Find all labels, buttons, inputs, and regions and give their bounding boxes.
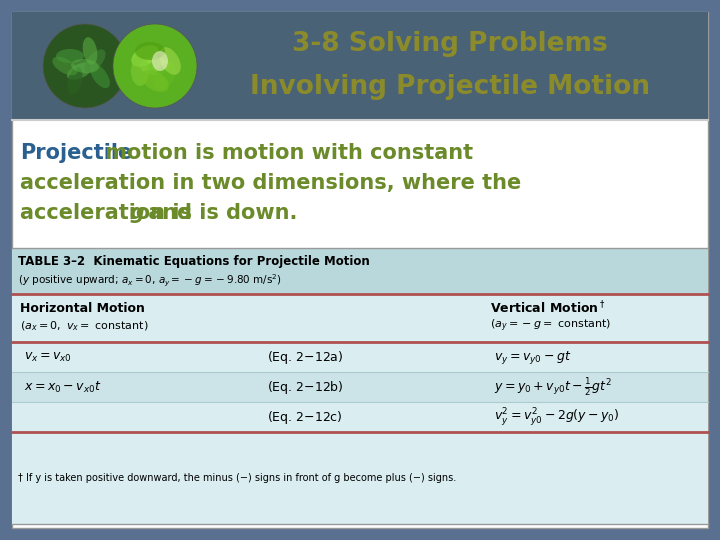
Text: (Eq. 2$-$12c): (Eq. 2$-$12c): [267, 408, 343, 426]
Ellipse shape: [83, 37, 97, 65]
Text: $y = y_0 + v_{y0}t - \frac{1}{2}gt^2$: $y = y_0 + v_{y0}t - \frac{1}{2}gt^2$: [494, 376, 612, 398]
Ellipse shape: [152, 51, 168, 71]
Text: TABLE 3–2  Kinematic Equations for Projectile Motion: TABLE 3–2 Kinematic Equations for Projec…: [18, 255, 370, 268]
Text: ($y$ positive upward; $a_x = 0$, $a_y = -g = -9.80$ m/s$^2$): ($y$ positive upward; $a_x = 0$, $a_y = …: [18, 273, 282, 289]
Ellipse shape: [135, 42, 165, 60]
Ellipse shape: [56, 49, 84, 63]
Ellipse shape: [141, 70, 168, 92]
Ellipse shape: [53, 57, 78, 75]
Text: 3-8 Solving Problems: 3-8 Solving Problems: [292, 31, 608, 57]
Text: g: g: [130, 203, 145, 223]
Circle shape: [113, 24, 197, 108]
Text: (Eq. 2$-$12a): (Eq. 2$-$12a): [267, 348, 343, 366]
Text: † If y is taken positive downward, the minus (−) signs in front of g become plus: † If y is taken positive downward, the m…: [18, 473, 456, 483]
Text: (Eq. 2$-$12b): (Eq. 2$-$12b): [266, 379, 343, 395]
Ellipse shape: [71, 59, 99, 73]
Text: Involving Projectile Motion: Involving Projectile Motion: [250, 74, 650, 100]
Text: $(a_y = -g = $ constant$)$: $(a_y = -g = $ constant$)$: [490, 318, 611, 334]
Ellipse shape: [140, 57, 170, 75]
Text: Horizontal Motion: Horizontal Motion: [20, 301, 145, 314]
Bar: [12, 372, 708, 402]
Ellipse shape: [84, 49, 105, 73]
Ellipse shape: [67, 62, 93, 80]
Text: $(a_x = 0,\ v_x = $ constant$)$: $(a_x = 0,\ v_x = $ constant$)$: [20, 319, 148, 333]
Text: Vertical Motion$^\dagger$: Vertical Motion$^\dagger$: [490, 300, 606, 316]
Ellipse shape: [131, 45, 158, 67]
Ellipse shape: [68, 68, 83, 94]
Bar: [12, 248, 708, 294]
Text: acceleration is: acceleration is: [20, 203, 199, 223]
Ellipse shape: [131, 56, 149, 86]
Text: $v_y = v_{y0} - gt$: $v_y = v_{y0} - gt$: [494, 348, 572, 366]
Text: Projectile: Projectile: [20, 143, 132, 163]
Text: $x = x_0 - v_{x0}t$: $x = x_0 - v_{x0}t$: [24, 380, 102, 395]
Bar: [12, 12, 708, 120]
Text: $v_y^2 = v_{y0}^2 - 2g(y - y_0)$: $v_y^2 = v_{y0}^2 - 2g(y - y_0)$: [494, 406, 620, 428]
Text: motion is motion with constant: motion is motion with constant: [98, 143, 473, 163]
Text: $v_x = v_{x0}$: $v_x = v_{x0}$: [24, 350, 72, 363]
Ellipse shape: [90, 64, 110, 88]
Text: and is down.: and is down.: [141, 203, 297, 223]
Ellipse shape: [159, 48, 181, 75]
Text: acceleration in two dimensions, where the: acceleration in two dimensions, where th…: [20, 173, 521, 193]
Ellipse shape: [154, 62, 176, 90]
Bar: [12, 248, 708, 524]
Circle shape: [43, 24, 127, 108]
